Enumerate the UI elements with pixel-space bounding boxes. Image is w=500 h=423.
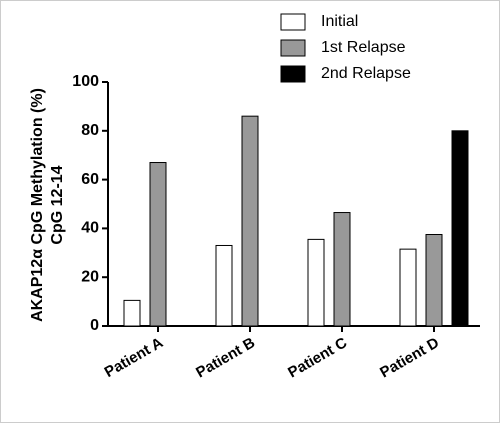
- y-tick-label: 20: [81, 268, 99, 285]
- legend-swatch: [280, 39, 306, 57]
- bar: [451, 130, 469, 327]
- legend-swatch: [280, 13, 306, 31]
- y-tick-label: 40: [81, 220, 99, 237]
- y-tick-label: 100: [72, 73, 99, 90]
- x-tick-label: Patient D: [377, 334, 442, 381]
- legend-label: 2nd Relapse: [321, 65, 411, 82]
- bar: [241, 115, 259, 327]
- legend-swatch: [280, 65, 306, 83]
- bar: [149, 162, 167, 327]
- legend-label: 1st Relapse: [321, 39, 406, 56]
- y-title-group: AKAP12α CpG Methylation (%) CpG 12-14: [29, 88, 66, 322]
- bar: [215, 244, 233, 327]
- bar: [307, 238, 325, 327]
- legend-label: Initial: [321, 13, 358, 30]
- x-tick-label: Patient A: [102, 334, 166, 381]
- bar: [333, 212, 351, 327]
- x-tick-label: Patient C: [285, 334, 350, 381]
- bar: [123, 299, 141, 327]
- x-tick-label: Patient B: [193, 334, 258, 381]
- y-axis-title: CpG 12-14: [49, 165, 66, 244]
- y-tick-label: 80: [81, 122, 99, 139]
- y-axis-title: AKAP12α CpG Methylation (%): [29, 88, 46, 322]
- y-tick-label: 0: [90, 317, 99, 334]
- bar: [399, 248, 417, 327]
- y-tick-label: 60: [81, 171, 99, 188]
- bar: [425, 234, 443, 327]
